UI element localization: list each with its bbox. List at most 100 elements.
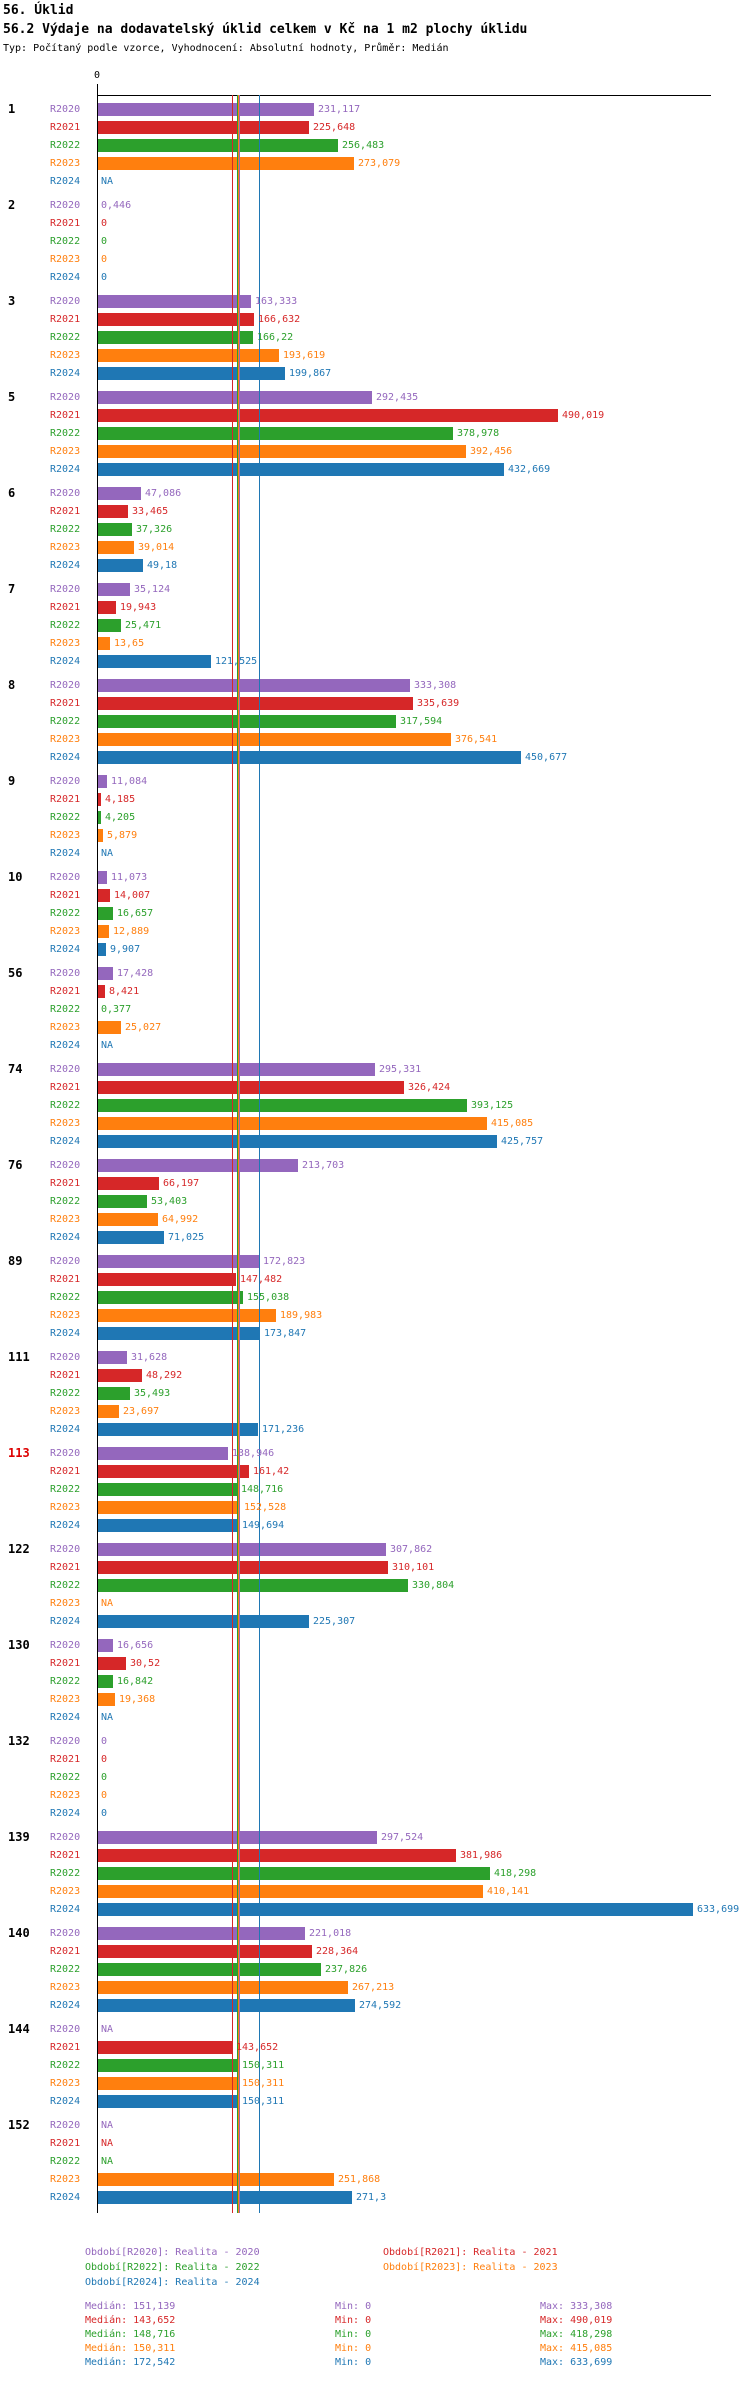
year-label-r2024: R2024 (50, 944, 81, 955)
value-label: 251,868 (338, 2174, 381, 2185)
year-label-r2020: R2020 (50, 1736, 81, 1747)
stat-median-r2023: Medián: 150,311 (85, 2343, 176, 2354)
bar-r2022 (97, 1963, 321, 1976)
value-label: NA (101, 2120, 114, 2131)
value-label: 11,084 (111, 776, 148, 787)
bar-r2023 (97, 1405, 119, 1418)
bar-r2022 (97, 907, 113, 920)
group-label: 139 (8, 1830, 30, 1844)
year-label-r2024: R2024 (50, 560, 81, 571)
year-label-r2023: R2023 (50, 1694, 81, 1705)
stat-max-r2020: Max: 333,308 (540, 2301, 613, 2312)
year-label-r2020: R2020 (50, 2120, 81, 2131)
value-label: 4,185 (105, 794, 136, 805)
value-label: 25,471 (125, 620, 162, 631)
value-label: 292,435 (376, 392, 419, 403)
value-label: 392,456 (470, 446, 513, 457)
year-label-r2023: R2023 (50, 1886, 81, 1897)
legend-item-r2023: Období[R2023]: Realita - 2023 (383, 2262, 558, 2273)
stat-max-r2024: Max: 633,699 (540, 2357, 613, 2368)
year-label-r2023: R2023 (50, 1118, 81, 1129)
year-label-r2020: R2020 (50, 488, 81, 499)
bar-r2022 (97, 1387, 130, 1400)
year-label-r2021: R2021 (50, 1178, 81, 1189)
legend-item-r2024: Období[R2024]: Realita - 2024 (85, 2277, 260, 2288)
bar-r2020 (97, 775, 107, 788)
year-label-r2022: R2022 (50, 1964, 81, 1975)
bar-r2024 (97, 1615, 309, 1628)
year-label-r2024: R2024 (50, 464, 81, 475)
year-label-r2024: R2024 (50, 848, 81, 859)
bar-r2021 (97, 1177, 159, 1190)
value-label: 0 (101, 1754, 108, 1765)
value-label: 161,42 (253, 1466, 290, 1477)
bar-r2024 (97, 559, 143, 572)
year-label-r2024: R2024 (50, 1328, 81, 1339)
year-label-r2023: R2023 (50, 1502, 81, 1513)
value-label: 228,364 (316, 1946, 359, 1957)
bar-r2021 (97, 1561, 388, 1574)
year-label-r2021: R2021 (50, 1274, 81, 1285)
year-label-r2021: R2021 (50, 602, 81, 613)
year-label-r2024: R2024 (50, 1232, 81, 1243)
year-label-r2022: R2022 (50, 1100, 81, 1111)
value-label: 381,986 (460, 1850, 503, 1861)
bar-r2023 (97, 829, 103, 842)
year-label-r2022: R2022 (50, 524, 81, 535)
year-label-r2021: R2021 (50, 890, 81, 901)
year-label-r2023: R2023 (50, 2078, 81, 2089)
bar-r2021 (97, 1081, 404, 1094)
value-label: 64,992 (162, 1214, 199, 1225)
bar-r2021 (97, 505, 128, 518)
bar-r2022 (97, 331, 253, 344)
year-label-r2022: R2022 (50, 1004, 81, 1015)
bar-r2023 (97, 1213, 158, 1226)
stat-median-r2022: Medián: 148,716 (85, 2329, 176, 2340)
value-label: 138,946 (232, 1448, 275, 1459)
group-label: 9 (8, 774, 16, 788)
value-label: 5,879 (107, 830, 138, 841)
value-label: 13,65 (114, 638, 145, 649)
stat-max-r2021: Max: 490,019 (540, 2315, 613, 2326)
value-label: NA (101, 1040, 114, 1051)
value-label: 271,3 (356, 2192, 387, 2203)
year-label-r2021: R2021 (50, 986, 81, 997)
bar-chart: 1 R2020 231,117 R2021 225,648 R2022 256,483 R20… (0, 95, 750, 2213)
legend-item-r2022: Období[R2022]: Realita - 2022 (85, 2262, 260, 2273)
value-label: 193,619 (283, 350, 326, 361)
bar-r2021 (97, 1273, 236, 1286)
bar-r2021 (97, 313, 254, 326)
value-label: 35,493 (134, 1388, 171, 1399)
year-label-r2020: R2020 (50, 1256, 81, 1267)
value-label: 295,331 (379, 1064, 422, 1075)
year-label-r2023: R2023 (50, 734, 81, 745)
year-label-r2022: R2022 (50, 1676, 81, 1687)
year-label-r2024: R2024 (50, 1616, 81, 1627)
value-label: 150,311 (242, 2078, 285, 2089)
value-label: 37,326 (136, 524, 173, 535)
bar-r2022 (97, 1579, 408, 1592)
bar-r2021 (97, 1657, 126, 1670)
year-label-r2024: R2024 (50, 368, 81, 379)
year-label-r2020: R2020 (50, 296, 81, 307)
group-label: 111 (8, 1350, 30, 1364)
median-line-r2022 (237, 95, 238, 2213)
value-label: 410,141 (487, 1886, 530, 1897)
value-label: 418,298 (494, 1868, 537, 1879)
group-label: 5 (8, 390, 16, 404)
bar-r2024 (97, 1135, 497, 1148)
bar-r2024 (97, 1999, 355, 2012)
value-label: 376,541 (455, 734, 498, 745)
value-label: 152,528 (244, 1502, 287, 1513)
year-label-r2021: R2021 (50, 218, 81, 229)
value-label: 213,703 (302, 1160, 345, 1171)
bar-r2021 (97, 889, 110, 902)
value-label: 0 (101, 1790, 108, 1801)
value-label: 47,086 (145, 488, 182, 499)
year-label-r2022: R2022 (50, 140, 81, 151)
value-label: 121,525 (215, 656, 258, 667)
year-label-r2020: R2020 (50, 968, 81, 979)
value-label: 274,592 (359, 2000, 402, 2011)
value-label: 0 (101, 272, 108, 283)
year-label-r2023: R2023 (50, 542, 81, 553)
